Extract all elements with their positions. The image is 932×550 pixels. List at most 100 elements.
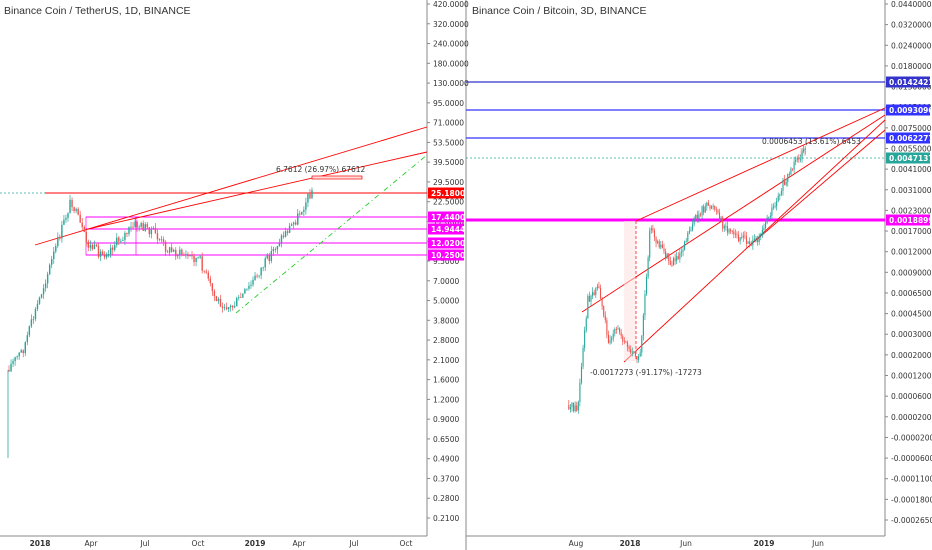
left-candle-body — [85, 231, 87, 242]
left-candle-body — [219, 298, 222, 307]
right-candle-body — [690, 229, 692, 232]
right-candle-body — [779, 194, 781, 196]
right-x-tick-label: Jun — [679, 539, 692, 548]
left-candle-body — [120, 240, 122, 242]
right-candle-body — [623, 341, 625, 343]
right-candle-body — [763, 228, 765, 230]
left-plot-area[interactable] — [0, 126, 428, 458]
right-candle-body — [693, 218, 695, 225]
left-candle-body — [42, 288, 45, 295]
left-candle-body — [173, 249, 175, 252]
left-trendline-upper — [34, 126, 428, 246]
left-candle-body — [244, 289, 246, 294]
right-price-badge-label: 0.0093090 — [889, 106, 932, 115]
left-candle-body — [154, 227, 157, 234]
left-x-tick-label: 2019 — [245, 539, 266, 548]
left-candle-body — [252, 279, 254, 285]
right-candle-body — [682, 249, 684, 253]
right-candle-body — [663, 248, 665, 252]
left-candle-body — [288, 225, 291, 233]
right-candle-body — [728, 229, 730, 233]
right-candle-body — [801, 151, 803, 160]
right-candle-body — [595, 288, 597, 295]
right-candle-body — [599, 287, 602, 299]
right-candle-body — [785, 182, 787, 185]
left-candle-body — [225, 307, 228, 310]
left-candle-body — [242, 293, 244, 298]
left-candle-body — [181, 249, 183, 256]
right-candle-body — [688, 231, 690, 233]
left-candle-body — [177, 254, 179, 257]
right-y-tick-label: 0.0001200 — [891, 372, 932, 381]
right-y-tick-label: 0.0003000 — [891, 330, 932, 339]
right-candle-body — [593, 292, 595, 295]
left-y-tick-label: 0.2100 — [433, 514, 459, 523]
left-candle-body — [89, 244, 92, 248]
left-candle-body — [254, 275, 256, 280]
left-candle-body — [44, 283, 47, 289]
left-y-tick-label: 39.5000 — [433, 158, 464, 167]
right-candle-body — [753, 238, 755, 240]
left-candle-body — [77, 208, 79, 215]
left-candle-body — [189, 255, 191, 257]
right-candle-body — [633, 351, 635, 353]
left-candle-body — [14, 357, 16, 362]
right-y-tick-label: 0.0000600 — [891, 392, 932, 401]
left-y-tick-label: 420.0000 — [433, 0, 469, 9]
left-candle-body — [118, 237, 120, 242]
left-candle-body — [59, 237, 61, 239]
right-candle-body — [568, 405, 570, 410]
left-candle-body — [65, 217, 67, 220]
left-candle-body — [136, 221, 138, 228]
right-candle-body — [798, 157, 800, 160]
right-candle-body — [747, 241, 749, 244]
left-candle-body — [258, 275, 260, 277]
right-candle-body — [650, 228, 652, 231]
right-candle-body — [574, 405, 576, 412]
right-candle-body — [691, 224, 694, 230]
right-price-badge-label: 0.0047137 — [889, 154, 932, 163]
left-y-tick-label: 1.2000 — [433, 395, 459, 404]
left-y-tick-label: 22.5000 — [433, 198, 464, 207]
left-y-tick-label: 0.2800 — [433, 494, 459, 503]
left-candle-body — [217, 298, 220, 302]
left-candle-body — [101, 251, 104, 255]
right-trendline-steep — [747, 129, 886, 248]
right-y-tick-label: 0.0012000 — [891, 248, 932, 257]
right-candle-body — [647, 257, 649, 277]
left-candle-body — [197, 257, 199, 259]
right-candle-body — [730, 229, 732, 231]
left-candle-body — [162, 239, 165, 242]
right-candle-body — [771, 207, 773, 216]
left-y-tick-label: 29.5000 — [433, 178, 464, 187]
left-candle-body — [193, 255, 195, 263]
right-candle-body — [731, 230, 733, 232]
left-candle-body — [282, 235, 285, 237]
right-candle-body — [741, 237, 743, 239]
right-candle-body — [604, 315, 606, 321]
right-candle-body — [736, 233, 738, 235]
right-plot-area[interactable] — [466, 81, 886, 414]
right-candle-body — [625, 342, 627, 343]
left-candle-body — [40, 294, 43, 298]
right-candle-body — [620, 332, 622, 337]
left-candle-body — [97, 245, 100, 257]
right-candle-body — [677, 256, 679, 259]
right-y-tick-label: 0.0240000 — [891, 41, 932, 50]
right-candle-body — [793, 161, 795, 170]
left-candle-body — [168, 247, 171, 253]
right-candle-body — [733, 231, 735, 235]
right-y-tick-label: 0.0075000 — [891, 124, 932, 133]
left-candle-body — [213, 291, 216, 297]
left-measure-box — [311, 175, 363, 180]
right-candle-body — [685, 241, 687, 242]
right-candle-body — [722, 217, 724, 229]
left-candle-body — [71, 199, 73, 208]
left-candle-body — [99, 251, 102, 257]
left-candle-body — [199, 256, 201, 258]
right-candle-body — [774, 206, 776, 207]
left-candle-body — [284, 231, 287, 237]
right-candle-body — [606, 320, 608, 335]
left-candle-body — [20, 350, 22, 353]
